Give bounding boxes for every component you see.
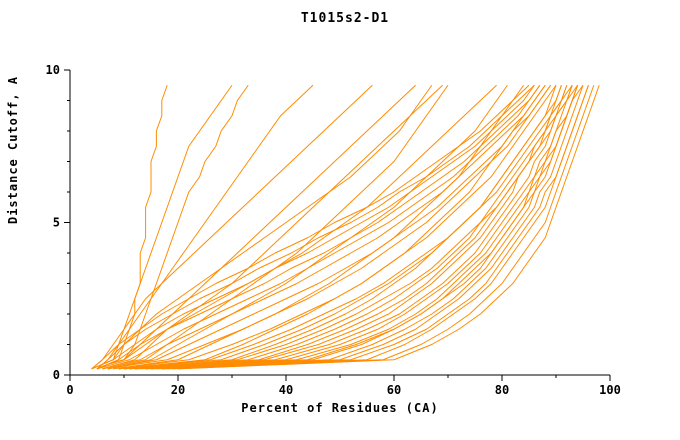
y-tick-label: 0: [53, 368, 60, 382]
series-lines: [91, 84, 600, 370]
series-line: [150, 84, 584, 370]
series-line: [145, 85, 579, 370]
series-line: [96, 85, 168, 370]
series-line: [118, 84, 546, 370]
series-line: [91, 84, 314, 370]
series-line: [91, 84, 535, 370]
series-line: [134, 85, 568, 370]
x-tick-label: 0: [66, 383, 73, 397]
y-axis-label: Distance Cutoff, A: [6, 76, 20, 224]
x-tick-label: 20: [171, 383, 185, 397]
series-line: [96, 84, 497, 370]
x-axis-label: Percent of Residues (CA): [241, 401, 438, 415]
series-line: [161, 85, 589, 370]
series-line: [129, 84, 579, 370]
series-line: [96, 84, 433, 370]
series-line: [161, 85, 584, 370]
series-line: [96, 84, 416, 370]
y-tick-label: 10: [46, 63, 60, 77]
x-tick-label: 80: [495, 383, 509, 397]
series-line: [96, 84, 233, 370]
series-line: [172, 85, 595, 370]
series-line: [134, 85, 562, 370]
series-line: [102, 84, 546, 370]
series-line: [156, 85, 579, 370]
series-line: [91, 84, 530, 370]
series-line: [118, 84, 557, 370]
x-tick-label: 40: [279, 383, 293, 397]
series-line: [150, 85, 579, 370]
series-line: [123, 84, 573, 370]
series-line: [102, 84, 443, 370]
y-tick-label: 5: [53, 216, 60, 230]
chart-title: T1015s2-D1: [301, 11, 389, 26]
series-line: [107, 84, 552, 370]
series-line: [107, 84, 552, 370]
series-line: [96, 84, 541, 370]
x-tick-label: 60: [387, 383, 401, 397]
series-line: [96, 84, 541, 370]
x-tick-label: 100: [599, 383, 621, 397]
series-line: [91, 84, 373, 370]
series-line: [177, 85, 600, 370]
series-line: [96, 84, 535, 370]
series-line: [102, 84, 449, 370]
axes: 0 20 40 60 80 100 0 5 10: [46, 63, 621, 397]
series-line: [140, 85, 573, 370]
series-line: [96, 84, 249, 370]
